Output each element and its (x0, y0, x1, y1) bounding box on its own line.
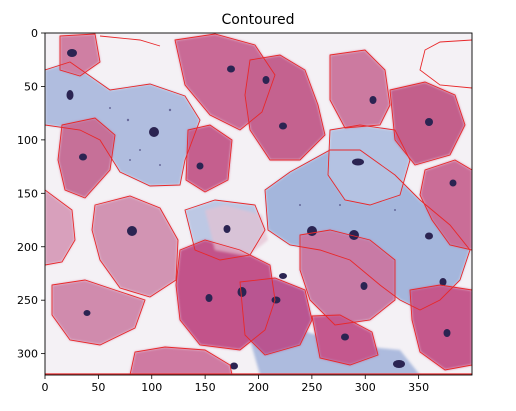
y-tick-label: 200 (17, 241, 38, 254)
x-tick-label: 100 (141, 381, 162, 394)
y-tick-label: 300 (17, 348, 38, 361)
x-axis: 0 50 100 150 200 250 300 350 (42, 375, 429, 394)
x-tick-label: 50 (91, 381, 105, 394)
nuclei (66, 49, 457, 370)
x-tick-label: 300 (355, 381, 376, 394)
x-tick-label: 350 (408, 381, 429, 394)
micrograph-image (45, 33, 472, 375)
x-tick-label: 150 (195, 381, 216, 394)
y-tick-label: 250 (17, 294, 38, 307)
y-tick-label: 50 (24, 80, 38, 93)
y-tick-label: 0 (31, 27, 38, 40)
y-tick-label: 100 (17, 134, 38, 147)
x-tick-label: 0 (42, 381, 49, 394)
y-tick-label: 150 (17, 187, 38, 200)
x-tick-label: 250 (301, 381, 322, 394)
y-axis: 0 50 100 150 200 250 300 (17, 27, 45, 361)
plot-title: Contoured (221, 12, 295, 28)
contour-lines (45, 33, 472, 375)
x-tick-label: 200 (248, 381, 269, 394)
speckles (109, 107, 396, 211)
